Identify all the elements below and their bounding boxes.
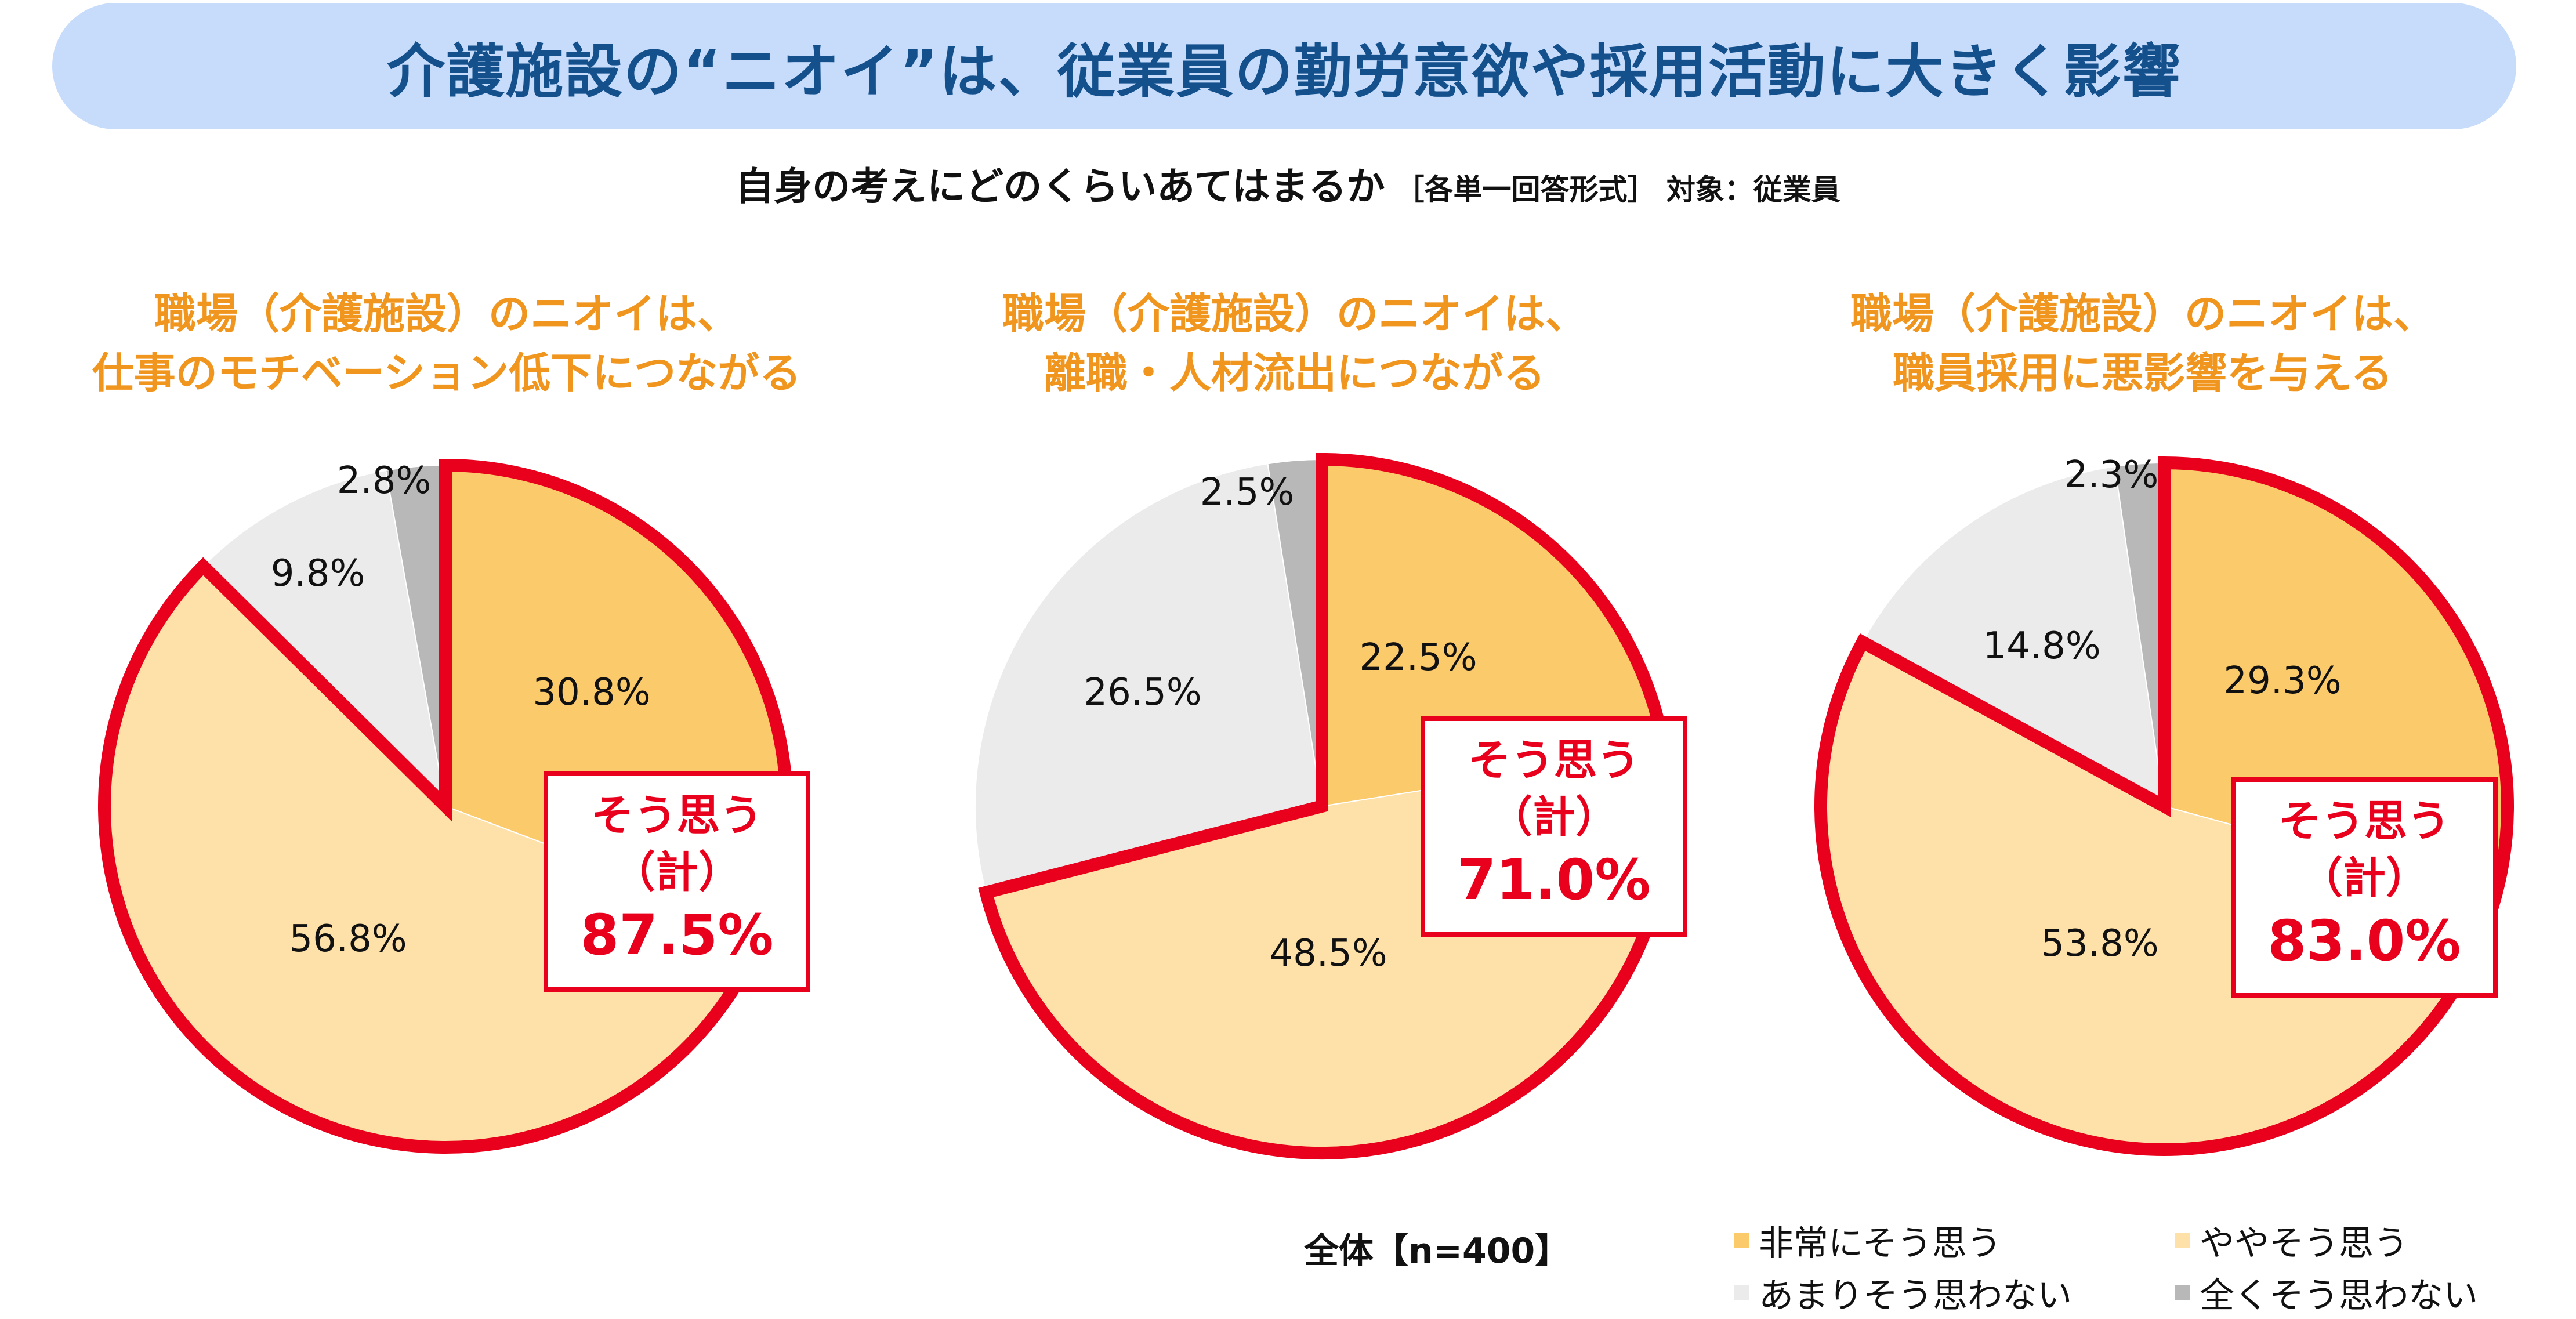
pie-3-slice-not-really — [1861, 466, 2165, 807]
question-text: 自身の考えにどのくらいあてはまるか — [736, 164, 1385, 209]
pie-1-slice-not-really — [202, 469, 447, 808]
pie-2-label-strongly-agree: 22.5% — [1359, 636, 1477, 679]
panel-title-2-line-2: 離職・人材流出につながる — [1044, 349, 1545, 397]
pie-1-label-strongly-agree: 30.8% — [532, 671, 650, 714]
pie-2-slice-not-really — [974, 463, 1323, 893]
panel-title-1: 職場（介護施設）のニオイは、 仕事のモチベーション低下につながる — [17, 284, 876, 403]
callout-2-value: 71.0% — [1457, 847, 1651, 912]
panel-title-3: 職場（介護施設）のニオイは、 職員採用に悪影響を与える — [1713, 284, 2572, 403]
pie-1-agree-outline — [98, 458, 793, 1154]
panel-title-2: 職場（介護施設）のニオイは、 離職・人材流出につながる — [865, 284, 1724, 403]
pie-3-label-not-at-all: 2.3% — [2064, 454, 2159, 497]
question-note: ［各単一回答形式］ 対象：従業員 — [1395, 173, 1840, 206]
legend-label-not-at-all: 全くそう思わない — [2200, 1275, 2478, 1316]
callout-1-label: そう思う — [591, 791, 763, 840]
legend-label-somewhat-agree: ややそう思う — [2200, 1223, 2408, 1264]
question-subtitle: 自身の考えにどのくらいあてはまるか ［各単一回答形式］ 対象：従業員 — [0, 155, 2576, 211]
callout-3-value: 83.0% — [2267, 908, 2461, 973]
legend-item-not-at-all: 全くそう思わない — [2175, 1267, 2478, 1318]
pie-2-label-somewhat-agree: 48.5% — [1269, 932, 1387, 975]
legend-item-not-really: あまりそう思わない — [1734, 1267, 2072, 1318]
callout-1-value: 87.5% — [580, 903, 774, 967]
pie-2-agree-outline — [978, 452, 1675, 1159]
legend-swatch-strongly-agree — [1734, 1233, 1749, 1248]
legend-swatch-not-at-all — [2175, 1285, 2190, 1300]
callout-1-sub: （計） — [613, 847, 741, 897]
title-banner: 介護施設の“ニオイ”は、従業員の勤労意欲や採用活動に大きく影響 — [52, 3, 2516, 129]
panel-title-2-line-1: 職場（介護施設）のニオイは、 — [1002, 289, 1587, 338]
panel-title-1-line-1: 職場（介護施設）のニオイは、 — [154, 289, 739, 338]
panel-title-3-line-1: 職場（介護施設）のニオイは、 — [1850, 289, 2435, 338]
legend-swatch-not-really — [1734, 1285, 1749, 1300]
legend-label-not-really: あまりそう思わない — [1759, 1275, 2072, 1316]
pie-2-label-not-at-all: 2.5% — [1200, 471, 1295, 514]
panel-title-1-line-2: 仕事のモチベーション低下につながる — [92, 349, 802, 397]
pie-1-label-somewhat-agree: 56.8% — [289, 918, 407, 961]
legend-swatch-somewhat-agree — [2175, 1233, 2190, 1248]
callout-2-sub: （計） — [1490, 792, 1618, 842]
callout-3-sub: （計） — [2300, 853, 2429, 903]
callout-2-label: そう思う — [1468, 735, 1640, 785]
panel-title-3-line-2: 職員採用に悪影響を与える — [1893, 349, 2393, 397]
pie-2-label-not-really: 26.5% — [1084, 671, 1201, 714]
legend-item-somewhat-agree: ややそう思う — [2175, 1215, 2408, 1266]
callout-total-3: そう思う （計） 83.0% — [2231, 777, 2498, 998]
pie-1-label-not-really: 9.8% — [271, 552, 365, 595]
callout-total-2: そう思う （計） 71.0% — [1421, 716, 1687, 937]
legend-label-strongly-agree: 非常にそう思う — [1759, 1223, 2002, 1264]
pie-3-label-not-really: 14.8% — [1983, 625, 2100, 668]
callout-3-label: そう思う — [2278, 796, 2450, 846]
pie-3-agree-outline — [1814, 456, 2514, 1156]
pie-3-label-strongly-agree: 29.3% — [2223, 660, 2341, 702]
page-title: 介護施設の“ニオイ”は、従業員の勤労意欲や採用活動に大きく影響 — [387, 37, 2182, 106]
pie-3-label-somewhat-agree: 53.8% — [2041, 922, 2158, 965]
callout-total-1: そう思う （計） 87.5% — [544, 771, 810, 992]
sample-size-label: 全体【n=400】 — [1304, 1231, 1570, 1271]
pie-1-label-not-at-all: 2.8% — [337, 459, 432, 502]
legend-item-strongly-agree: 非常にそう思う — [1734, 1215, 2002, 1266]
